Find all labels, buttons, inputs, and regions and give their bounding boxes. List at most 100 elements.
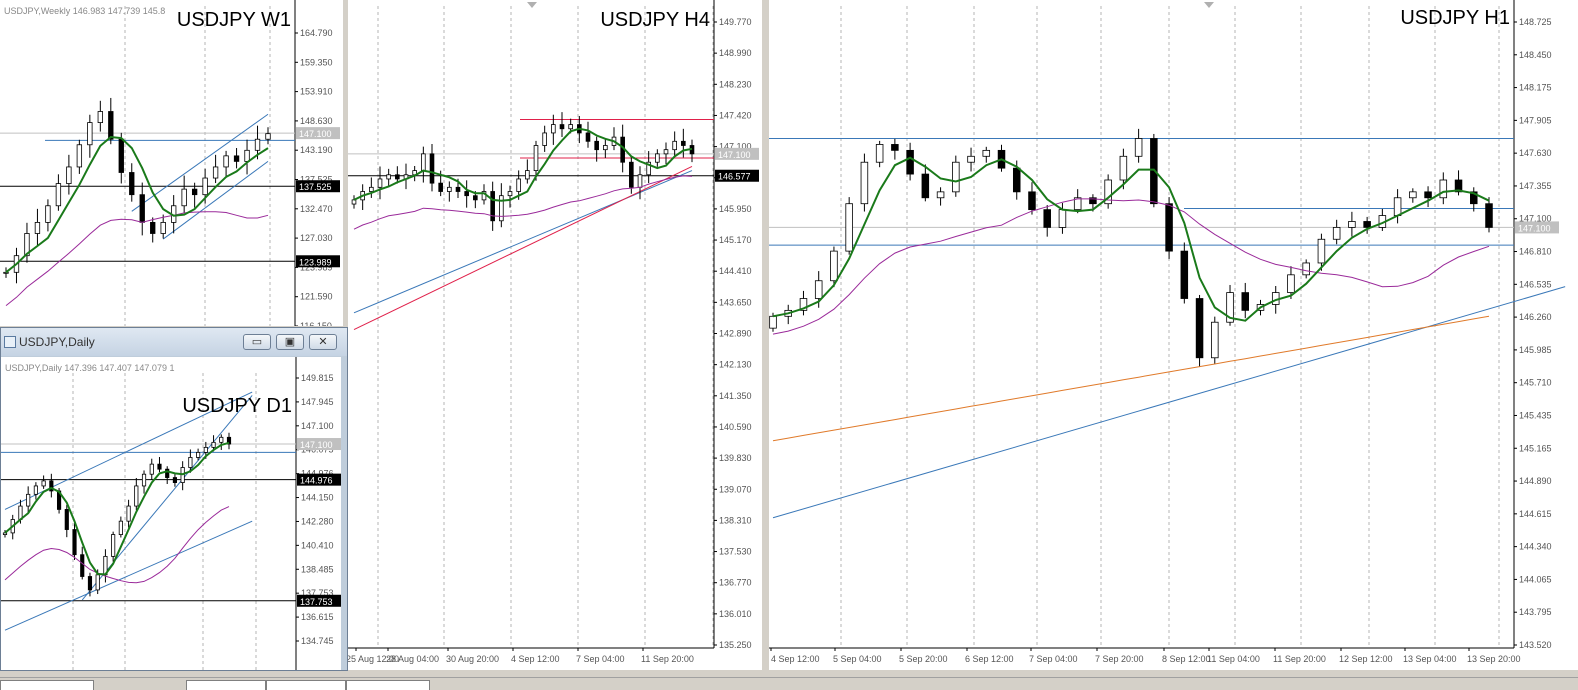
candle-body: [490, 191, 495, 222]
price-tick-label: 136.615: [301, 612, 334, 622]
candle-body: [254, 138, 261, 151]
price-tick-label: 144.340: [1519, 542, 1552, 552]
chart-tab[interactable]: [266, 680, 346, 690]
chart-shift-marker: [527, 2, 537, 8]
candle-body: [160, 222, 166, 234]
price-tick-label: 145.950: [719, 204, 752, 214]
price-tick-label: 143.190: [300, 145, 333, 155]
price-tick-label: 164.790: [300, 28, 333, 38]
candle-body: [1104, 179, 1112, 205]
price-tick-label: 144.976: [301, 469, 334, 479]
price-tick-label: 148.450: [1519, 50, 1552, 60]
chart-pane-h1[interactable]: 148.725 148.450 148.175 147.905 147.630 147.3…: [769, 0, 1578, 670]
price-tick-label: 144.615: [1519, 509, 1552, 519]
time-tick-label: 12 Sep 12:00: [1339, 654, 1393, 664]
candle-body: [568, 124, 573, 130]
price-tick-label: 153.910: [300, 87, 333, 97]
candle-body: [655, 153, 660, 163]
ma-slow-line: [772, 198, 1490, 335]
chart-pane-d1[interactable]: 149.815147.945147.100146.075144.976144.1…: [1, 357, 341, 670]
candle-body: [76, 144, 83, 168]
price-tick-label: 138.485: [301, 564, 334, 574]
window-title-bar[interactable]: USDJPY,Daily ▭ ▣ ✕: [1, 328, 347, 356]
price-tick-label: 145.165: [1519, 443, 1552, 453]
candle-body: [203, 446, 208, 453]
level-label-145-bg: [297, 473, 341, 486]
candle-body: [447, 186, 452, 192]
chart-h1[interactable]: 148.725 148.450 148.175 147.905 147.630 147.3…: [769, 0, 1578, 670]
candle-body: [516, 178, 521, 192]
candle-body: [1119, 155, 1128, 181]
price-tick-label: 147.100: [719, 142, 752, 152]
ma-200-line: [772, 315, 1490, 442]
chart-title: USDJPY W1: [177, 9, 291, 31]
price-tick-label: 116.150: [300, 321, 332, 326]
last-price-label-bg: [297, 438, 341, 451]
level-label-124-bg: [296, 255, 340, 268]
level-label-137-bg: [297, 594, 341, 607]
candle-body: [507, 191, 513, 197]
candle-body: [129, 172, 135, 196]
candle-body: [141, 473, 147, 487]
price-tick-label: 136.770: [719, 578, 752, 588]
price-tick-label: 147.420: [719, 110, 752, 120]
price-tick-label: 139.070: [719, 484, 752, 494]
candle-body: [24, 233, 30, 257]
daily-chart-window[interactable]: USDJPY,Daily ▭ ▣ ✕ 149.815 147.945 147.100…: [0, 327, 348, 671]
close-button[interactable]: ✕: [309, 334, 337, 350]
candle-body: [1226, 292, 1234, 323]
candle-body: [769, 315, 777, 329]
candle-body: [149, 463, 154, 475]
chart-d1[interactable]: 149.815147.945147.100146.075144.976144.1…: [1, 357, 341, 670]
chart-pane-h4[interactable]: 149.770 148.990 148.230 147.420 147.100 146.5…: [348, 0, 762, 670]
candle-body: [875, 144, 884, 163]
price-tick-label: 140.590: [719, 422, 752, 432]
minimize-button[interactable]: ▭: [243, 334, 271, 350]
candle-body: [72, 529, 77, 556]
candle-body: [525, 170, 530, 180]
price-tick-label: 139.830: [719, 453, 752, 463]
candle-body: [1165, 203, 1173, 252]
candle-body: [672, 140, 677, 151]
candle-body: [936, 191, 945, 199]
candle-body: [244, 149, 250, 162]
chart-tab[interactable]: [346, 680, 430, 690]
price-tick-label: 148.230: [719, 79, 752, 89]
candle-body: [952, 161, 960, 193]
time-tick-label: 7 Sep 04:00: [1029, 654, 1078, 664]
candle-body: [172, 477, 178, 483]
chart-tab[interactable]: [186, 680, 266, 690]
ma-slow-line: [4, 506, 230, 584]
price-tick-label: 146.810: [1519, 247, 1552, 257]
price-tick-label: 142.890: [719, 329, 752, 339]
candle-body: [629, 161, 634, 188]
ma-fast-line: [5, 135, 269, 274]
candle-body: [845, 203, 853, 252]
candle-body: [87, 576, 93, 591]
price-tick-label: 137.753: [301, 588, 334, 598]
price-tick-label: 147.945: [301, 397, 334, 407]
last-price-label-bg: [296, 127, 340, 140]
price-tick-label: 143.650: [719, 297, 752, 307]
candle-body: [1302, 262, 1310, 276]
last-price-label: 147.100: [1518, 223, 1551, 233]
candle-body: [87, 122, 93, 146]
price-tick-label: 148.990: [719, 48, 752, 58]
channel-lower-line: [4, 520, 253, 631]
chart-tab[interactable]: [0, 680, 94, 690]
candle-body: [97, 111, 103, 123]
time-tick-label: 25 Aug 12:00: [348, 654, 399, 664]
price-tick-label: 144.890: [1519, 476, 1552, 486]
price-tick-label: 145.170: [719, 235, 752, 245]
candle-body: [157, 463, 162, 470]
candle-body: [188, 457, 193, 468]
candle-body: [386, 174, 391, 180]
candle-body: [118, 520, 123, 535]
trend-line: [81, 395, 253, 601]
chart-h4[interactable]: 149.770 148.990 148.230 147.420 147.100 146.5…: [348, 0, 762, 670]
price-tick-label: 147.100: [1519, 214, 1552, 224]
restore-button[interactable]: ▣: [276, 334, 304, 350]
price-tick-label: 141.350: [719, 391, 752, 401]
chart-w1[interactable]: 164.790 159.350 153.910 148.630 143.190 137.5…: [0, 0, 343, 326]
chart-pane-w1[interactable]: 164.790 159.350 153.910 148.630 143.190 137.5…: [0, 0, 343, 326]
